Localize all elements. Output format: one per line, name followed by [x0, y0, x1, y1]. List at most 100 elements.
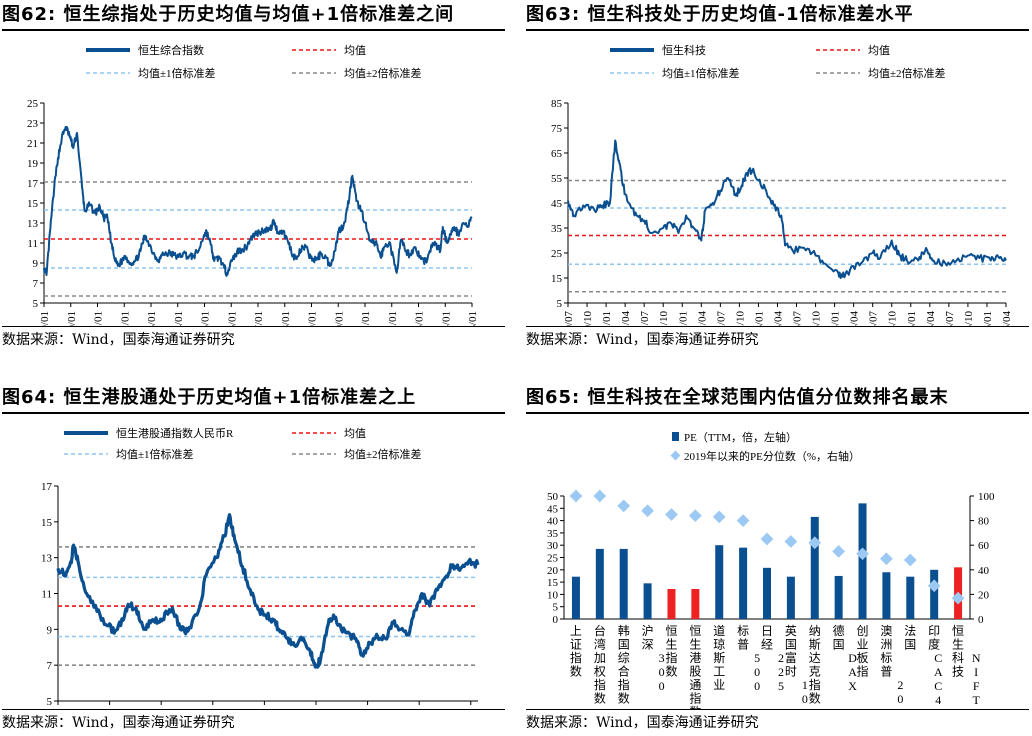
bar: [643, 583, 652, 619]
percentile-marker: [617, 499, 631, 513]
category-label: 澳洲标普 200: [865, 624, 907, 709]
x-tick-label: 20/10: [582, 311, 594, 326]
x-tick-label: 22/04: [696, 311, 708, 326]
legend-label-3: 均值±2倍标准差: [344, 66, 422, 80]
x-tick-label: 21/04: [620, 311, 632, 326]
y-tick-label: 23: [27, 118, 39, 130]
y-tick-label: 85: [551, 98, 563, 110]
bar: [810, 516, 819, 619]
legend-label-3: 均值±2倍标准差: [344, 447, 422, 461]
percentile-marker: [593, 489, 607, 503]
panel-fig64: 图64: 恒生港股通处于历史均值+1倍标准差之上 恒生港股通指数人民币R 均值 均值…: [2, 385, 505, 734]
x-tick-label: 13/01: [146, 311, 158, 326]
category-label: 沪深 300: [627, 624, 669, 690]
legend-label-percentile: 2019年以来的PE分位数（%，右轴）: [684, 449, 860, 463]
y-tick-label: 15: [27, 198, 39, 210]
percentile-marker: [856, 547, 869, 561]
x-tick-label: 09/01: [39, 311, 51, 326]
x-tick-label: 20/01: [333, 311, 345, 326]
y-tick-label: 35: [547, 528, 559, 540]
legend-swatch-diamond: [670, 450, 681, 461]
series-line: [43, 125, 473, 277]
x-tick-label: 21/07: [639, 311, 651, 326]
percentile-marker: [808, 536, 822, 550]
x-tick-label: 11/01: [93, 311, 105, 326]
percentile-marker: [880, 552, 893, 566]
y-tick-label: 30: [547, 540, 559, 552]
x-tick-label: 23/04: [772, 311, 784, 326]
y-tick-label: 15: [41, 517, 53, 529]
x-tick-label: 23/01: [414, 311, 426, 326]
bar: [834, 575, 843, 619]
y-tick-label: 10: [547, 589, 559, 601]
y-tick-label: 9: [47, 624, 53, 636]
x-tick-label: 22/01: [677, 311, 689, 326]
x-tick-label: 15/01: [200, 311, 212, 326]
x-tick-label: 26/01: [982, 311, 994, 326]
bar: [786, 576, 795, 619]
category-label: 纳斯达克指数: [809, 624, 821, 706]
x-tick-label: 21/01: [601, 311, 613, 326]
x-tick-label: 10/01: [66, 311, 78, 326]
percentile-marker: [760, 532, 774, 546]
y-tick-label: 25: [27, 98, 39, 110]
x-tick-label: 25/07: [944, 311, 956, 326]
y-tick-label: 15: [551, 273, 563, 285]
y-tick-label: 25: [551, 248, 563, 260]
legend-label-1: 均值: [868, 44, 890, 57]
bar: [715, 545, 724, 619]
category-label: 上证指数: [570, 624, 582, 679]
bar: [667, 588, 676, 619]
legend-label-2: 均值±1倍标准差: [662, 66, 740, 80]
y-tick-label: 15: [547, 577, 559, 589]
y-tick-label: 0: [553, 614, 559, 626]
series-line: [56, 513, 480, 669]
bar: [619, 548, 628, 619]
y-tick-label: 75: [551, 123, 563, 135]
bar: [930, 569, 939, 619]
figure-title: 图64: 恒生港股通处于历史均值+1倍标准差之上: [2, 387, 417, 408]
panel-fig65: 图65: 恒生科技在全球范围内估值分位数排名最末 PE（TTM，倍，左轴） 201…: [526, 385, 1029, 734]
y-tick-label: 13: [27, 218, 39, 230]
bar: [595, 548, 604, 619]
panel-fig63: 图63: 恒生科技处于历史均值-1倍标准差水平 恒生科技 均值 均值±1倍标准差 均值…: [526, 2, 1029, 351]
category-label: 道琼斯工业: [713, 624, 725, 692]
bar: [763, 567, 771, 619]
figure-title: 图65: 恒生科技在全球范围内估值分位数排名最末: [526, 387, 949, 408]
series-line: [567, 139, 1007, 279]
x-tick-label: 23/07: [792, 311, 804, 326]
y-tick-label: 35: [551, 223, 563, 235]
y-tick-label: 17: [41, 481, 53, 493]
category-label: 恒生港股通指数: [689, 624, 701, 709]
figure-title: 图62: 恒生综指处于历史均值与均值+1倍标准差之间: [2, 4, 455, 25]
y-tick-label: 7: [47, 660, 53, 672]
x-tick-label: 23/01: [753, 311, 765, 326]
x-tick-label: 24/01: [830, 311, 842, 326]
y-tick-label: 50: [547, 491, 559, 503]
x-tick-label: 17/01: [253, 311, 265, 326]
x-tick-label: 25/01: [906, 311, 918, 326]
source-note: 数据来源：Wind，国泰海通证券研究: [2, 332, 235, 348]
legend-label-0: 恒生科技: [662, 43, 706, 57]
x-tick-label: 25/10: [963, 311, 975, 326]
percentile-marker: [784, 535, 798, 548]
y-tick-label: 11: [27, 238, 38, 250]
percentile-marker: [712, 510, 726, 524]
x-tick-label: 22/01: [387, 311, 399, 326]
x-tick-label: 24/07: [868, 311, 880, 326]
x-tick-label: 25/01: [467, 311, 479, 326]
y2-tick-label: 20: [978, 589, 990, 601]
legend-label-0: 恒生综合指数: [138, 43, 204, 57]
x-tick-label: 16/01: [226, 311, 238, 326]
percentile-marker: [832, 544, 846, 558]
legend-label-0: 恒生港股通指数人民币R: [116, 426, 234, 440]
y-tick-label: 19: [27, 158, 39, 170]
percentile-marker: [641, 504, 654, 518]
category-label: 印度 NIFTY50: [885, 624, 983, 709]
category-label: 台湾加权指数: [594, 623, 606, 706]
y-tick-label: 9: [33, 258, 39, 270]
y2-tick-label: 100: [978, 491, 995, 503]
y-tick-label: 5: [557, 298, 563, 310]
